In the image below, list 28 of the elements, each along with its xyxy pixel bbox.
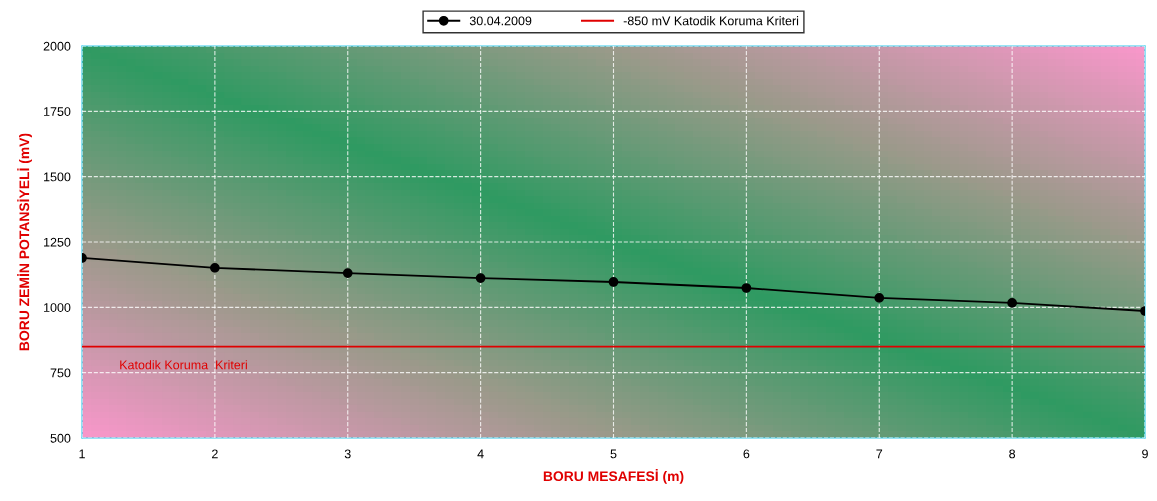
y-axis-title: BORU ZEMİN POTANSİYELİ (mV) <box>17 133 32 351</box>
x-axis-title: BORU MESAFESİ (m) <box>543 469 684 484</box>
legend-label: 30.04.2009 <box>469 16 532 26</box>
legend-label: -850 mV Katodik Koruma Kriteri <box>623 16 799 26</box>
x-tick-label: 7 <box>876 449 883 459</box>
x-tick-label: 9 <box>1142 449 1148 459</box>
y-tick-label: 1500 <box>44 172 71 182</box>
x-tick-label: 5 <box>610 449 617 459</box>
y-tick-label: 500 <box>50 433 71 443</box>
point <box>741 283 752 293</box>
point <box>475 273 486 283</box>
y-tick-label: 1250 <box>44 237 71 247</box>
y-tick-label: 750 <box>50 368 71 378</box>
x-tick-label: 4 <box>477 449 484 459</box>
point <box>874 293 885 303</box>
point <box>1007 298 1017 308</box>
y-tick-label: 1750 <box>44 107 71 116</box>
point <box>342 268 353 278</box>
x-tick-label: 8 <box>1009 449 1016 459</box>
x-tick-label: 3 <box>344 449 351 459</box>
x-tick-label: 1 <box>79 449 85 459</box>
x-tick-label: 6 <box>743 449 750 459</box>
x-tick-label: 2 <box>212 449 218 459</box>
y-tick-label: 2000 <box>43 41 71 51</box>
point <box>608 277 619 287</box>
annotation: Katodik Koruma Kriteri <box>120 360 247 370</box>
y-tick-label: 1000 <box>44 303 71 312</box>
point <box>210 263 220 273</box>
